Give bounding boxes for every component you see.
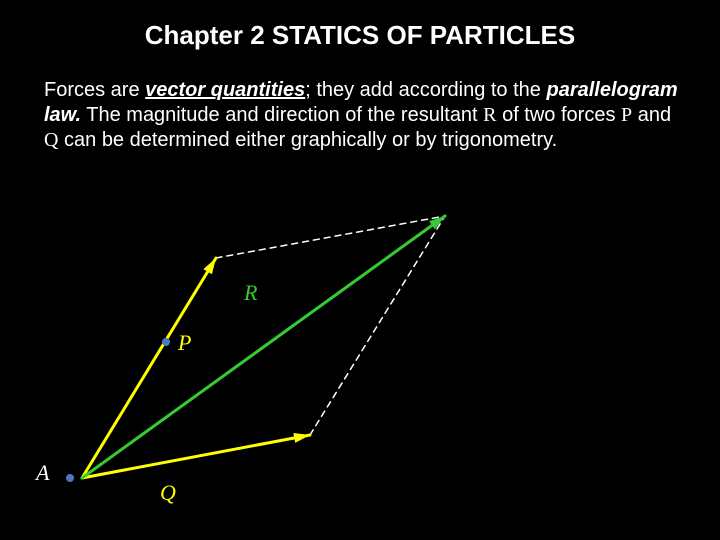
text-run: of two forces	[497, 104, 622, 126]
symbol-Q: Q	[44, 129, 58, 151]
slide-title: Chapter 2 STATICS OF PARTICLES	[0, 20, 720, 51]
label-A: A	[36, 460, 49, 486]
label-R: R	[244, 280, 257, 306]
label-P: P	[178, 330, 191, 356]
text-run: Forces are	[44, 79, 145, 101]
em-vector-quantities: vector quantities	[145, 79, 305, 101]
text-run: The magnitude and direction of the resul…	[81, 104, 483, 126]
symbol-P: P	[621, 104, 632, 126]
body-paragraph: Forces are vector quantities; they add a…	[44, 78, 684, 153]
text-run: can be determined either graphically or …	[58, 129, 557, 151]
label-Q: Q	[160, 480, 176, 506]
text-run: and	[632, 104, 671, 126]
symbol-R: R	[483, 104, 496, 126]
text-run: ; they add according to the	[305, 79, 546, 101]
